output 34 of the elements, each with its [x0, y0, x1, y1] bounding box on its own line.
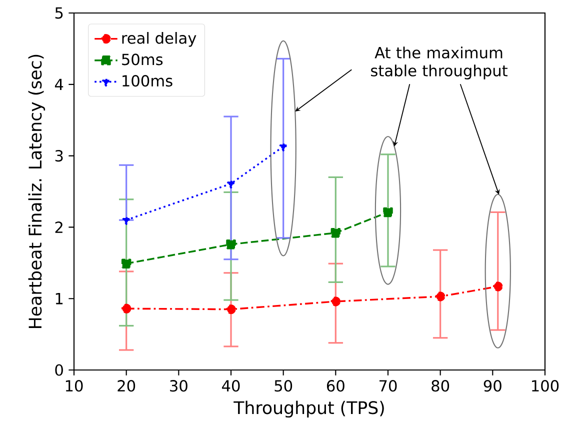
- x-axis-title: Throughput (TPS): [234, 400, 384, 418]
- y-tick-label: 3: [55, 150, 63, 162]
- legend-label: 100ms: [122, 75, 172, 87]
- point: [493, 282, 503, 292]
- x-tick-label: 20: [118, 380, 136, 392]
- x-tick-label: 40: [222, 380, 240, 392]
- y-tick-label: 5: [55, 7, 63, 19]
- y-tick-label: 2: [55, 222, 62, 233]
- x-tick-label: 50: [274, 380, 292, 392]
- point: [435, 292, 446, 302]
- point: [226, 180, 236, 189]
- point: [278, 144, 288, 152]
- point: [226, 239, 236, 250]
- point: [121, 304, 132, 314]
- point: [226, 304, 236, 314]
- x-tick-label: 10: [66, 380, 83, 392]
- x-tick-label: 90: [484, 380, 502, 392]
- point: [122, 217, 131, 225]
- x-tick-label: 100: [532, 380, 559, 392]
- legend-label: 50ms: [122, 54, 163, 66]
- x-tick-label: 80: [432, 380, 450, 392]
- x-tick-label: 70: [379, 380, 397, 392]
- y-axis-title: Heartbeat Finaliz. Latency (sec): [28, 54, 46, 328]
- point: [330, 296, 341, 306]
- annotation: At the maximum stable throughput: [371, 46, 508, 80]
- y-tick-label: 0: [55, 364, 63, 376]
- y-tick-label: 4: [54, 78, 64, 90]
- x-tick-label: 60: [326, 380, 344, 392]
- y-tick-label: 1: [56, 293, 63, 304]
- point: [121, 258, 132, 268]
- x-tick-label: 30: [170, 380, 188, 392]
- point: [330, 228, 341, 238]
- point: [383, 207, 393, 218]
- legend-label: real delay: [122, 32, 196, 47]
